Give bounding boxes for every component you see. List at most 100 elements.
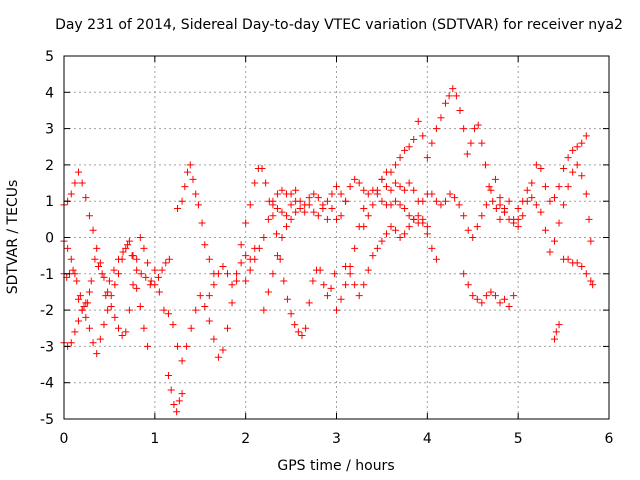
y-tick-label: -3: [40, 339, 54, 355]
data-point: [392, 161, 400, 169]
data-point: [67, 255, 75, 263]
data-point: [451, 194, 459, 202]
data-point: [78, 306, 86, 314]
data-point: [355, 179, 363, 187]
data-point: [532, 201, 540, 209]
data-point: [162, 259, 170, 267]
data-point: [528, 194, 536, 202]
data-point: [346, 270, 354, 278]
data-point: [278, 208, 286, 216]
data-point: [287, 201, 295, 209]
data-point: [264, 288, 272, 296]
data-point: [260, 306, 268, 314]
data-point: [214, 270, 222, 278]
data-point: [510, 215, 518, 223]
data-point: [71, 179, 79, 187]
data-point: [328, 190, 336, 198]
data-point: [301, 201, 309, 209]
data-point: [129, 252, 137, 260]
data-point: [75, 317, 83, 325]
data-point: [73, 277, 81, 285]
data-point: [158, 266, 166, 274]
data-point: [292, 186, 300, 194]
data-point: [115, 270, 122, 278]
data-point: [442, 99, 449, 107]
series-arc-q: [496, 132, 590, 231]
data-point: [175, 397, 183, 405]
data-point: [89, 226, 97, 234]
data-point: [189, 175, 197, 183]
data-point: [485, 183, 493, 191]
data-point: [310, 208, 318, 216]
data-point: [552, 328, 560, 336]
data-point: [323, 292, 331, 300]
data-point: [118, 332, 126, 340]
data-point: [410, 215, 418, 223]
data-point: [246, 266, 254, 274]
data-point: [310, 190, 318, 198]
data-point: [387, 223, 395, 231]
data-point: [214, 353, 222, 361]
data-point: [327, 284, 335, 292]
data-point: [129, 281, 137, 289]
data-point: [201, 302, 209, 310]
data-point: [460, 270, 468, 278]
data-point: [455, 201, 463, 209]
data-point: [96, 335, 104, 343]
data-point: [437, 114, 445, 122]
data-point: [410, 135, 418, 143]
data-point: [165, 255, 173, 263]
data-point: [401, 146, 409, 154]
data-point: [432, 197, 440, 205]
data-point: [192, 190, 200, 198]
data-point: [136, 302, 144, 310]
grid: [64, 56, 609, 419]
y-tick-label: -2: [40, 303, 54, 319]
data-point: [382, 230, 390, 238]
data-point: [119, 248, 127, 256]
data-point: [487, 186, 495, 194]
data-point: [514, 204, 522, 212]
data-point: [392, 226, 400, 234]
data-point: [423, 154, 431, 162]
data-point: [464, 226, 472, 234]
data-point: [387, 201, 395, 209]
data-point: [151, 281, 159, 289]
data-point: [492, 204, 500, 212]
data-point: [278, 186, 286, 194]
data-point: [219, 263, 227, 271]
data-point: [85, 288, 93, 296]
data-point: [93, 244, 101, 252]
y-tick-label: -5: [40, 412, 54, 428]
data-point: [432, 255, 440, 263]
data-point: [337, 212, 345, 220]
data-point: [491, 292, 499, 300]
data-point: [251, 179, 259, 187]
data-point: [210, 281, 218, 289]
data-point: [228, 281, 236, 289]
data-point: [589, 281, 597, 289]
data-point: [460, 212, 468, 220]
data-point: [133, 266, 141, 274]
data-point: [137, 270, 145, 278]
data-point: [573, 143, 581, 151]
data-point: [582, 270, 590, 278]
data-point: [510, 292, 518, 300]
data-point: [262, 179, 270, 187]
series-arc-m: [342, 212, 440, 300]
data-point: [67, 339, 75, 347]
data-point: [100, 273, 108, 281]
data-point: [260, 234, 268, 241]
data-point: [364, 190, 372, 198]
data-point: [219, 346, 227, 354]
data-point: [76, 292, 84, 300]
data-point: [198, 219, 206, 227]
x-axis-label: GPS time / hours: [277, 458, 394, 474]
data-point: [71, 328, 79, 336]
data-point: [392, 179, 400, 187]
data-point: [546, 248, 554, 256]
data-point: [183, 342, 191, 350]
data-point: [186, 161, 194, 169]
data-point: [237, 241, 245, 249]
